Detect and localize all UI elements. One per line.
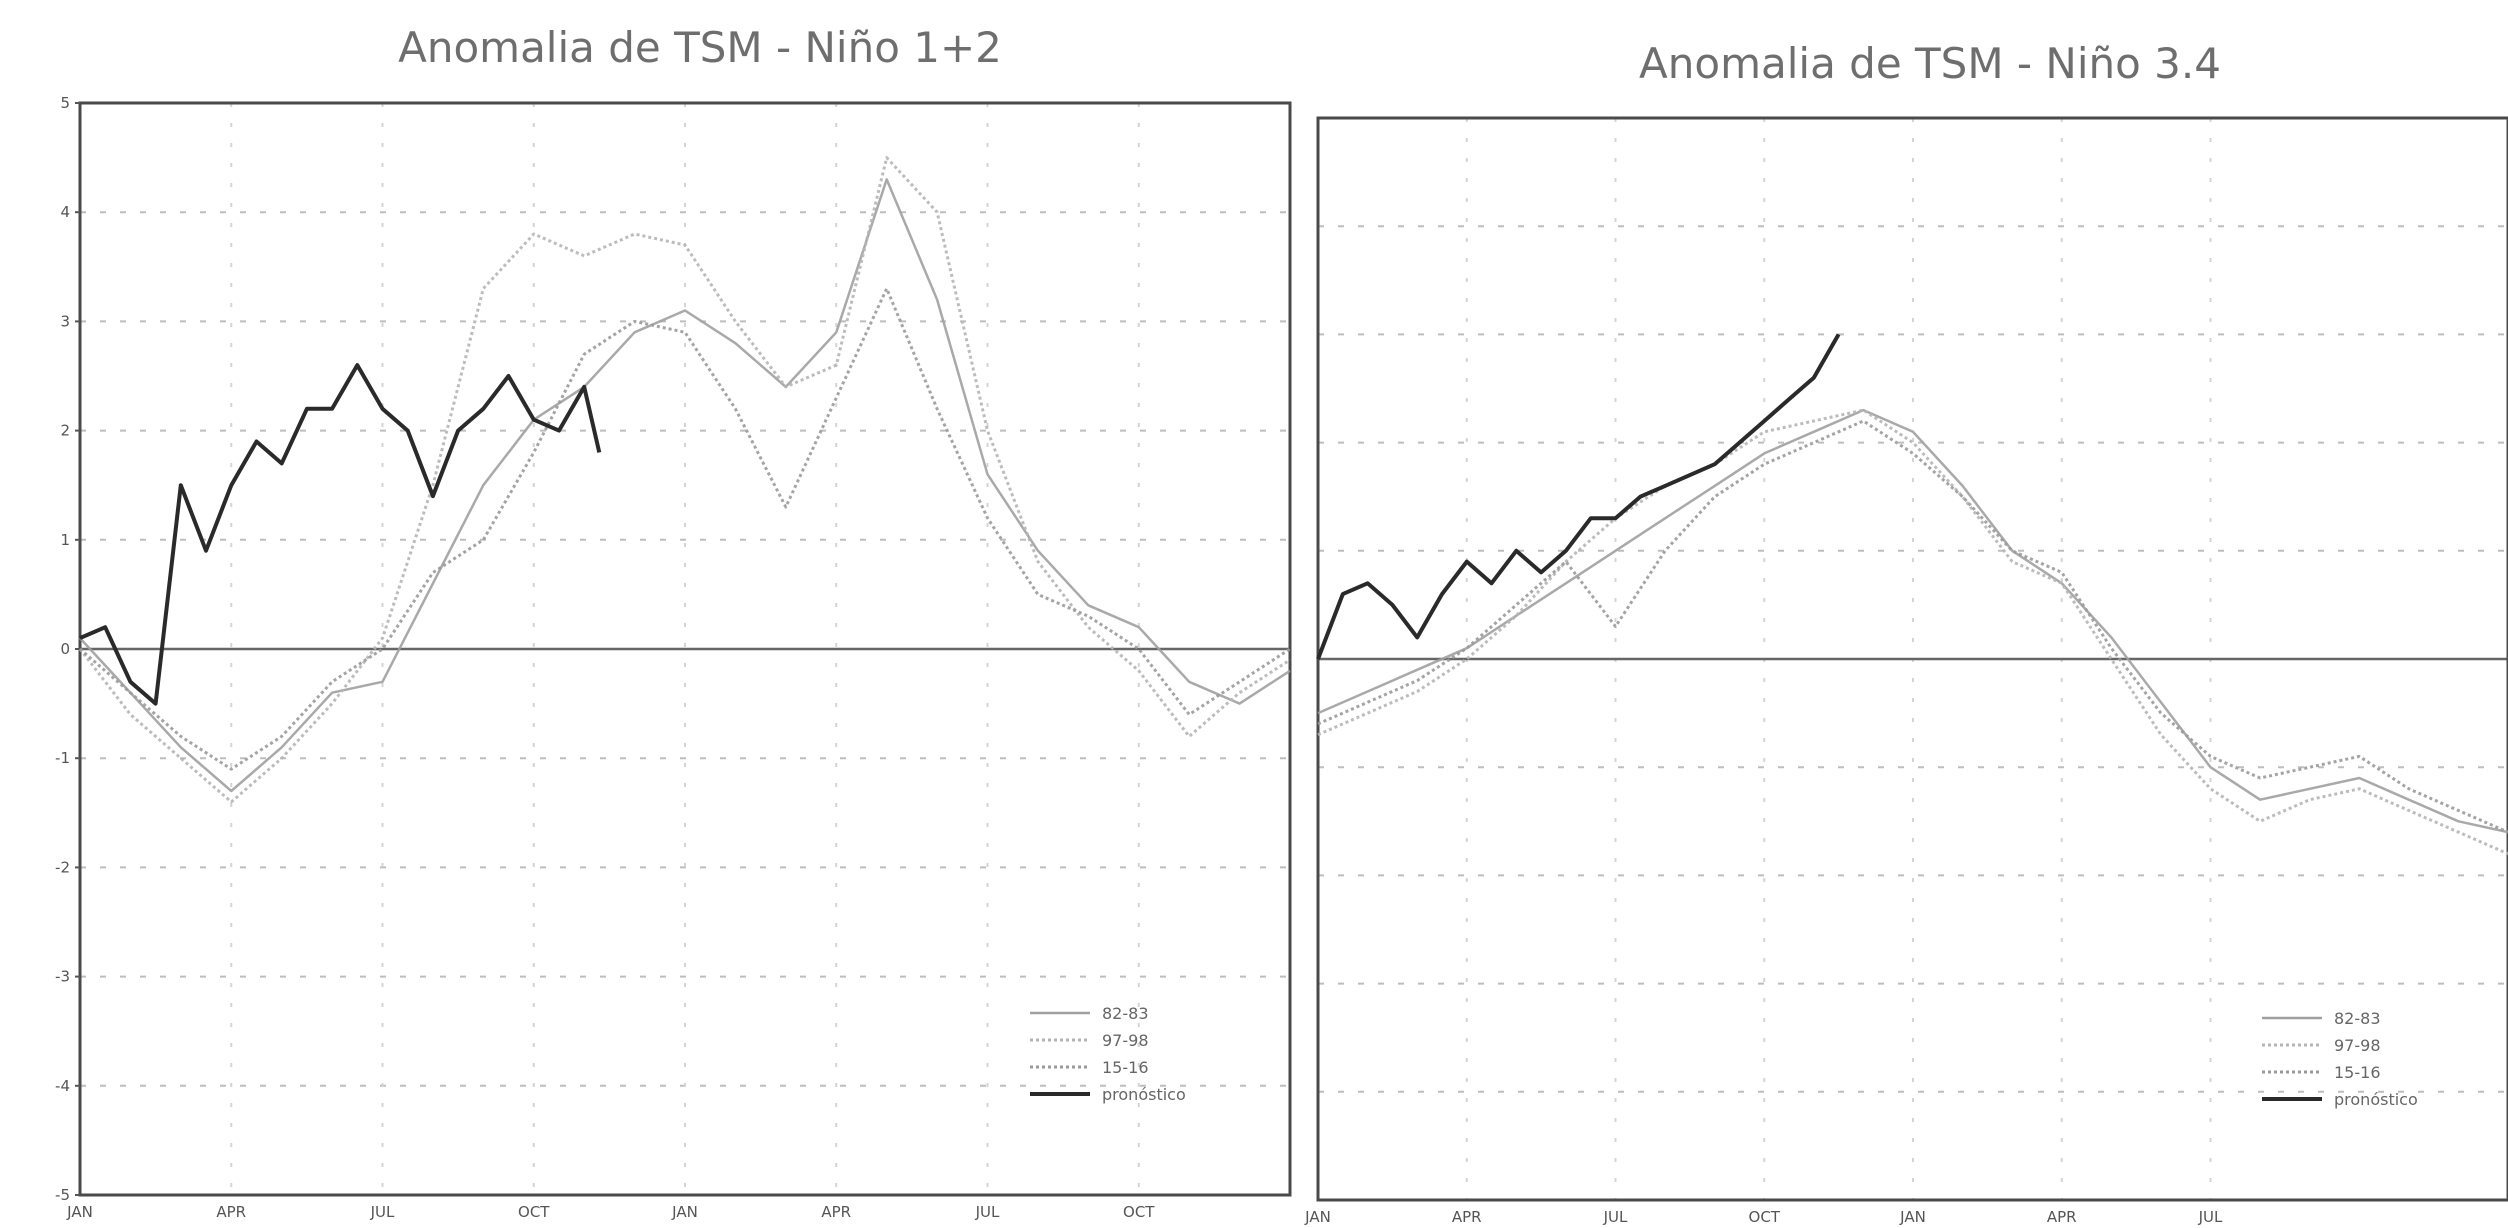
y-tick-label: -4 bbox=[55, 1077, 70, 1095]
x-tick-label: JAN bbox=[671, 1203, 698, 1221]
x-tick-label: JUL bbox=[2198, 1208, 2223, 1226]
legend-label: pronóstico bbox=[1102, 1085, 1186, 1104]
series-line-82-83 bbox=[79, 178, 1291, 793]
x-tick-label: JAN bbox=[1899, 1208, 1926, 1226]
chart-title: Anomalia de TSM - Niño 3.4 bbox=[1639, 39, 2221, 88]
legend-label: 15-16 bbox=[2334, 1063, 2381, 1082]
series-line-pron-stico bbox=[79, 363, 602, 706]
legend-label: 82-83 bbox=[2334, 1009, 2381, 1028]
x-tick-label: OCT bbox=[518, 1203, 550, 1221]
series-line-97-98 bbox=[1317, 408, 2508, 856]
y-tick-label: 2 bbox=[60, 422, 70, 440]
x-tick-label: APR bbox=[821, 1203, 851, 1221]
legend-label: 97-98 bbox=[2334, 1036, 2381, 1055]
legend-label: 97-98 bbox=[1102, 1031, 1149, 1050]
chart-nino-3-4: Anomalia de TSM - Niño 3.4 JAN APR JUL OCT JA… bbox=[1304, 39, 2508, 1226]
y-tick-label: -3 bbox=[55, 968, 70, 986]
y-tick-label: 1 bbox=[60, 531, 70, 549]
legend-label: 15-16 bbox=[1102, 1058, 1149, 1077]
chart-nino-1-2: Anomalia de TSM - Niño 1+2 -5 -4 -3 -2 -1 0 1 2 3… bbox=[55, 23, 1292, 1221]
series-line-15-16 bbox=[79, 287, 1291, 771]
y-tick-label: 3 bbox=[60, 312, 70, 330]
y-tick-label: -2 bbox=[55, 858, 70, 876]
x-tick-label: JUL bbox=[370, 1203, 395, 1221]
y-tick-label: -5 bbox=[55, 1186, 70, 1204]
x-tick-label: OCT bbox=[1123, 1203, 1155, 1221]
series-line-pron-stico bbox=[1316, 333, 1841, 660]
y-tick-label: 0 bbox=[60, 640, 70, 658]
x-tick-label: JAN bbox=[66, 1203, 93, 1221]
x-tick-label: JUL bbox=[975, 1203, 1000, 1221]
y-tick-label: 4 bbox=[60, 203, 70, 221]
y-tick-label: -1 bbox=[55, 749, 70, 767]
legend-label: 82-83 bbox=[1102, 1004, 1149, 1023]
x-tick-label: APR bbox=[216, 1203, 246, 1221]
x-tick-label: JAN bbox=[1304, 1208, 1331, 1226]
series-line-15-16 bbox=[1317, 419, 2508, 834]
legend-label: pronóstico bbox=[2334, 1090, 2418, 1109]
x-tick-label: JUL bbox=[1603, 1208, 1628, 1226]
x-tick-label: OCT bbox=[1749, 1208, 1781, 1226]
y-tick-label: 5 bbox=[60, 94, 70, 112]
series-line-97-98 bbox=[78, 156, 1291, 804]
series-line-82-83 bbox=[1317, 408, 2508, 834]
x-tick-label: APR bbox=[1452, 1208, 1482, 1226]
chart-title: Anomalia de TSM - Niño 1+2 bbox=[398, 23, 1002, 72]
x-tick-label: APR bbox=[2047, 1208, 2077, 1226]
